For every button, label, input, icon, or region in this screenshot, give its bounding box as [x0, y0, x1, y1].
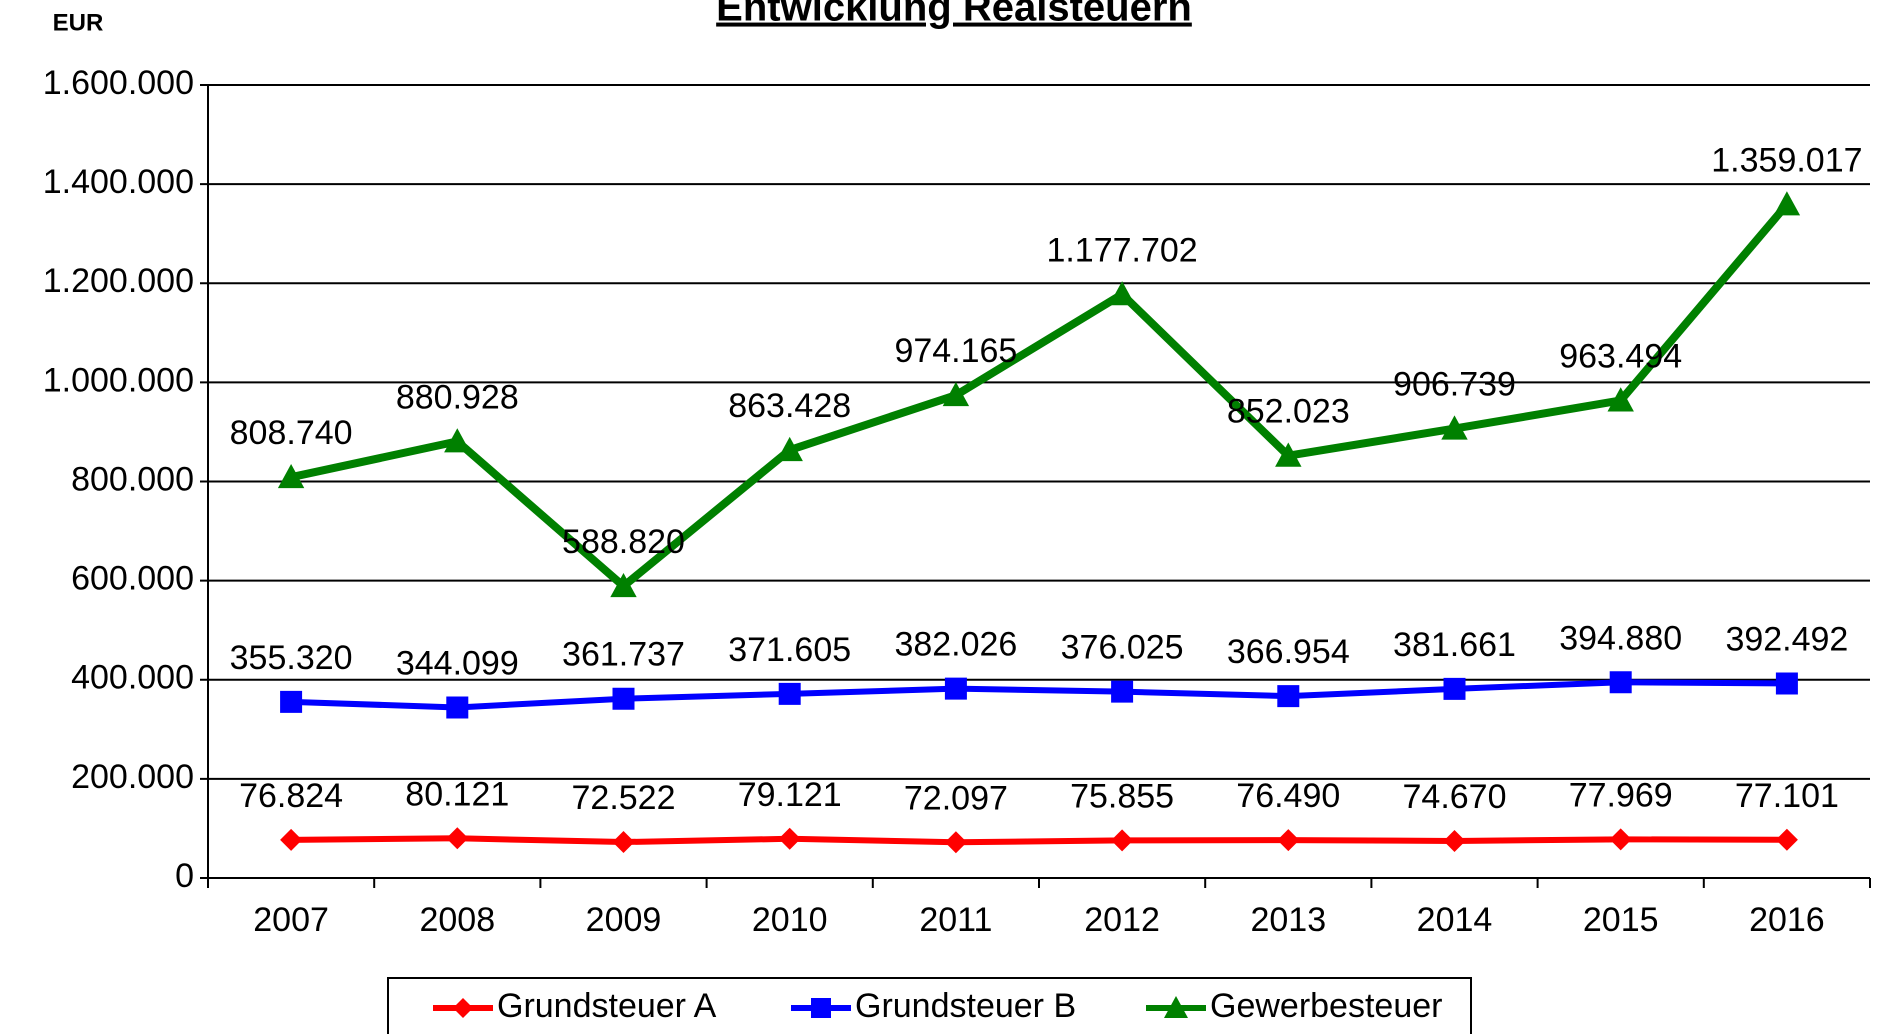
data-label: 76.824 — [239, 777, 343, 815]
marker — [776, 436, 803, 462]
y-tick-label: 1.400.000 — [43, 163, 194, 201]
data-label: 80.121 — [405, 775, 509, 813]
marker — [277, 463, 305, 489]
x-tick-label: 2015 — [1583, 901, 1659, 939]
marker — [446, 696, 469, 719]
legend-label: Gewerbesteuer — [1210, 987, 1442, 1025]
marker — [778, 682, 801, 705]
x-tick-label: 2010 — [752, 901, 828, 939]
marker — [1443, 677, 1466, 700]
marker — [610, 572, 637, 598]
y-tick-label: 1.200.000 — [43, 262, 194, 300]
marker — [1111, 829, 1134, 852]
data-label: 344.099 — [396, 644, 519, 682]
legend-marker — [1164, 996, 1188, 1018]
marker — [1441, 415, 1468, 440]
data-label: 381.661 — [1393, 626, 1516, 664]
data-label: 75.855 — [1070, 777, 1174, 815]
data-label: 963.494 — [1559, 337, 1682, 375]
legend-label: Grundsteuer B — [855, 987, 1076, 1025]
y-tick-label: 1.000.000 — [43, 361, 194, 399]
data-label: 394.880 — [1559, 619, 1682, 657]
marker — [444, 428, 471, 453]
data-label: 1.177.702 — [1046, 231, 1197, 269]
y-tick-label: 600.000 — [71, 560, 194, 598]
data-label: 808.740 — [230, 414, 353, 452]
y-tick-label: 1.600.000 — [43, 64, 194, 102]
data-label: 588.820 — [562, 523, 685, 561]
data-label: 72.097 — [904, 779, 1008, 817]
data-label: 906.739 — [1393, 366, 1516, 404]
series-line — [291, 835, 1787, 846]
marker — [1775, 828, 1798, 851]
legend-label: Grundsteuer A — [497, 987, 717, 1025]
marker — [1775, 672, 1798, 695]
chart-title: Entwicklung Realsteuern — [716, 0, 1192, 30]
data-label: 376.025 — [1061, 629, 1184, 667]
y-tick-label: 400.000 — [71, 659, 194, 697]
data-label: 1.359.017 — [1711, 141, 1862, 179]
data-label: 392.492 — [1725, 620, 1848, 658]
marker — [944, 677, 967, 700]
y-tick-label: 0 — [175, 857, 194, 895]
legend-box — [387, 977, 1472, 1034]
marker — [1609, 828, 1632, 851]
data-label: 382.026 — [894, 626, 1017, 664]
marker — [1443, 829, 1466, 852]
marker — [1111, 680, 1134, 703]
y-axis-label: EUR — [53, 9, 104, 36]
marker — [942, 381, 970, 407]
marker — [1773, 191, 1801, 216]
data-label: 863.428 — [728, 387, 851, 425]
y-tick-label: 200.000 — [71, 758, 194, 796]
y-tick-label: 800.000 — [71, 460, 194, 498]
x-tick-label: 2016 — [1749, 901, 1825, 939]
data-label: 371.605 — [728, 631, 851, 669]
marker — [1108, 281, 1136, 306]
series-line — [290, 201, 1790, 591]
marker — [612, 687, 635, 710]
data-label: 74.670 — [1403, 778, 1507, 816]
series-line — [290, 679, 1787, 711]
marker — [280, 828, 303, 851]
x-tick-label: 2008 — [419, 901, 495, 939]
data-label: 361.737 — [562, 636, 685, 674]
marker — [778, 827, 801, 850]
marker — [280, 690, 303, 713]
x-tick-label: 2007 — [253, 901, 329, 939]
x-tick-label: 2014 — [1417, 901, 1493, 939]
x-tick-label: 2009 — [586, 901, 662, 939]
marker — [446, 827, 469, 850]
x-tick-label: 2011 — [919, 901, 992, 939]
data-label: 77.101 — [1735, 777, 1839, 815]
data-label: 355.320 — [230, 639, 353, 677]
marker — [1277, 685, 1300, 708]
marker — [944, 831, 967, 854]
marker — [1277, 829, 1300, 852]
data-label: 852.023 — [1227, 393, 1350, 431]
marker — [1275, 442, 1302, 467]
data-label: 974.165 — [894, 332, 1017, 370]
x-tick-label: 2013 — [1250, 901, 1326, 939]
marker — [1607, 387, 1634, 412]
x-tick-label: 2012 — [1084, 901, 1160, 939]
data-label: 366.954 — [1227, 633, 1350, 671]
marker — [612, 831, 635, 854]
data-label: 72.522 — [572, 779, 676, 817]
legend-marker — [453, 998, 473, 1018]
data-label: 79.121 — [738, 776, 842, 814]
data-label: 880.928 — [396, 378, 519, 416]
marker — [1609, 671, 1632, 694]
data-label: 77.969 — [1569, 776, 1673, 814]
legend-marker — [811, 998, 831, 1018]
data-label: 76.490 — [1236, 777, 1340, 815]
